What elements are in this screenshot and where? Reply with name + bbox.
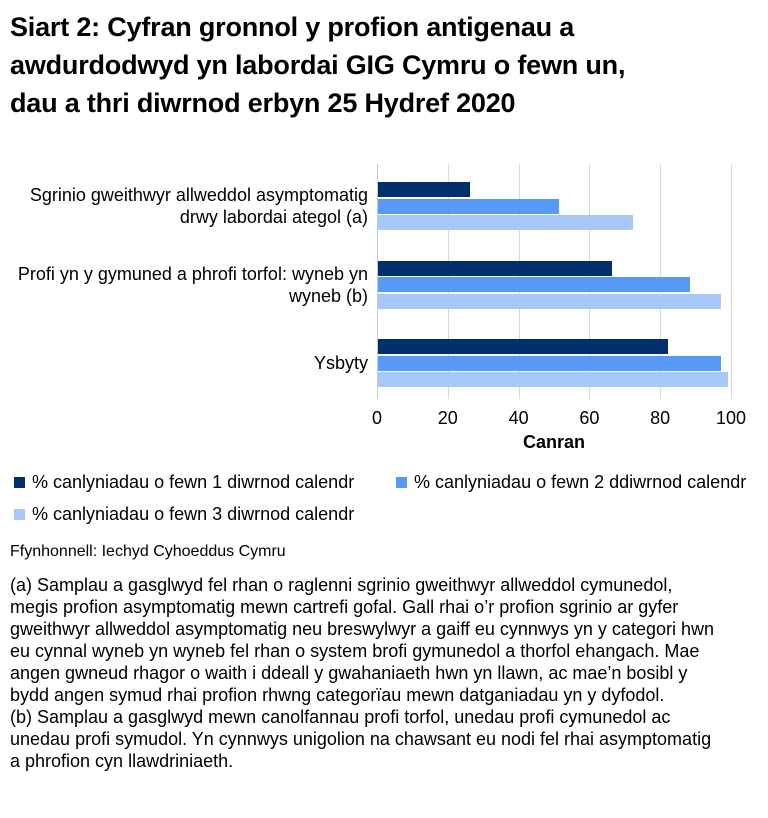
legend-item-3-days: % canlyniadau o fewn 3 diwrnod calendr xyxy=(14,504,396,524)
legend-item-2-days: % canlyniadau o fewn 2 ddiwrnod calendr xyxy=(396,472,768,492)
x-tick-80: 80 xyxy=(650,408,671,428)
legend-swatch-1-day xyxy=(14,476,25,488)
x-tick-20: 20 xyxy=(437,408,458,428)
bar-cat1-series1 xyxy=(378,277,690,292)
x-tick-60: 60 xyxy=(579,408,600,428)
bar-cat2-series0 xyxy=(378,339,669,354)
legend-label-1-day: % canlyniadau o fewn 1 diwrnod calendr xyxy=(32,472,355,492)
x-axis-label: Canran xyxy=(522,432,586,452)
bar-cat1-series2 xyxy=(378,293,722,309)
bar-chart: Canran 0 20 40 60 80 100 Sgrinio gweithwyr all… xyxy=(0,150,768,460)
category-label-1: Profi yn y gymuned a phrofi torfol: wyne… xyxy=(17,263,368,306)
gridline-100 xyxy=(731,164,732,399)
bar-cat0-series1 xyxy=(378,198,559,214)
legend-label-3-days: % canlyniadau o fewn 3 diwrnod calendr xyxy=(32,504,355,524)
legend-swatch-3-days xyxy=(14,508,25,520)
bar-cat2-series1 xyxy=(378,355,722,371)
legend-label-2-days: % canlyniadau o fewn 2 ddiwrnod calendr xyxy=(414,472,747,492)
footnotes: (a) Samplau a gasglwyd fel rhan o raglen… xyxy=(10,574,715,772)
footnote-b: (b) Samplau a gasglwyd mewn canolfannau … xyxy=(10,707,712,771)
category-label-0: Sgrinio gweithwyr allweddol asymptomatig… xyxy=(29,185,368,227)
x-tick-0: 0 xyxy=(371,408,383,428)
x-tick-100: 100 xyxy=(715,408,747,428)
chart-title: Siart 2: Cyfran gronnol y profion antige… xyxy=(10,12,626,118)
source-note: Ffynhonnell: Iechyd Cyhoeddus Cymru xyxy=(10,543,286,560)
x-tick-40: 40 xyxy=(508,408,529,428)
footnote-a: (a) Samplau a gasglwyd fel rhan o raglen… xyxy=(10,575,714,705)
category-label-2: Ysbyty xyxy=(313,353,368,373)
bar-cat0-series2 xyxy=(378,215,633,230)
y-axis-line xyxy=(377,164,378,399)
bar-cat0-series0 xyxy=(378,182,471,197)
legend-swatch-2-days xyxy=(396,476,407,488)
chart-legend: % canlyniadau o fewn 1 diwrnod calendr %… xyxy=(14,472,768,524)
bar-cat1-series0 xyxy=(378,260,612,276)
legend-item-1-day: % canlyniadau o fewn 1 diwrnod calendr xyxy=(14,472,396,492)
bar-cat2-series2 xyxy=(378,372,729,387)
